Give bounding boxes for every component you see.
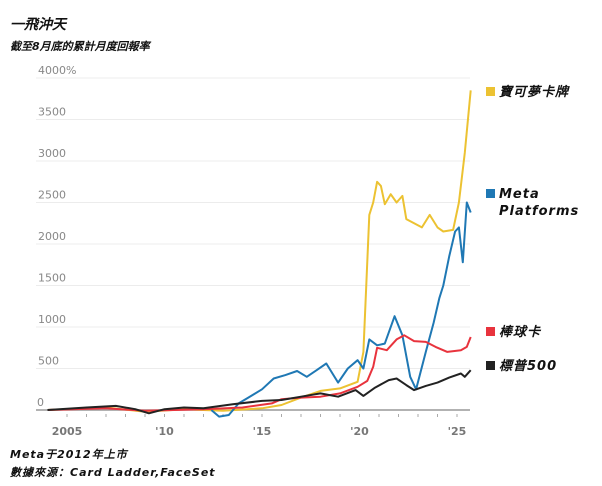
series-line — [47, 90, 472, 413]
legend-label: 標普500 — [499, 358, 557, 374]
x-tick-label: '15 — [253, 425, 272, 438]
y-tick-label: 1500 — [38, 272, 66, 285]
series-line — [210, 201, 472, 418]
legend-label: Meta — [499, 187, 540, 202]
legend-swatch — [486, 327, 495, 336]
x-tick-label: '25 — [448, 425, 467, 438]
legend-label: 寶可夢卡牌 — [499, 84, 570, 100]
x-tick-label: '10 — [155, 425, 174, 438]
y-tick-label: 0 — [37, 396, 44, 409]
legend-swatch — [486, 189, 495, 198]
x-tick-label: 2005 — [52, 425, 83, 438]
y-tick-label: 3000 — [38, 147, 66, 160]
y-tick-label: 500 — [38, 355, 59, 368]
y-tick-label: 2000 — [38, 230, 66, 243]
legend-swatch — [486, 87, 495, 96]
chart-subtitle: 截至8月底的累計月度回報率 — [10, 40, 150, 53]
y-tick-label: 1000 — [38, 313, 66, 326]
legend-label: 棒球卡 — [499, 324, 542, 340]
series-line — [47, 369, 472, 415]
chart-note: Meta于2012年上市 — [10, 448, 128, 461]
chart-source: 數據來源：Card Ladder,FaceSet — [10, 466, 216, 479]
legend-swatch — [486, 361, 495, 370]
legend-label: Platforms — [499, 204, 579, 219]
x-tick-label: '20 — [350, 425, 369, 438]
y-tick-label: 4000% — [38, 64, 76, 77]
y-tick-label: 2500 — [38, 189, 66, 202]
chart-title: 一飛沖天 — [10, 17, 66, 33]
y-tick-label: 3500 — [38, 106, 66, 119]
series-line — [47, 334, 472, 412]
